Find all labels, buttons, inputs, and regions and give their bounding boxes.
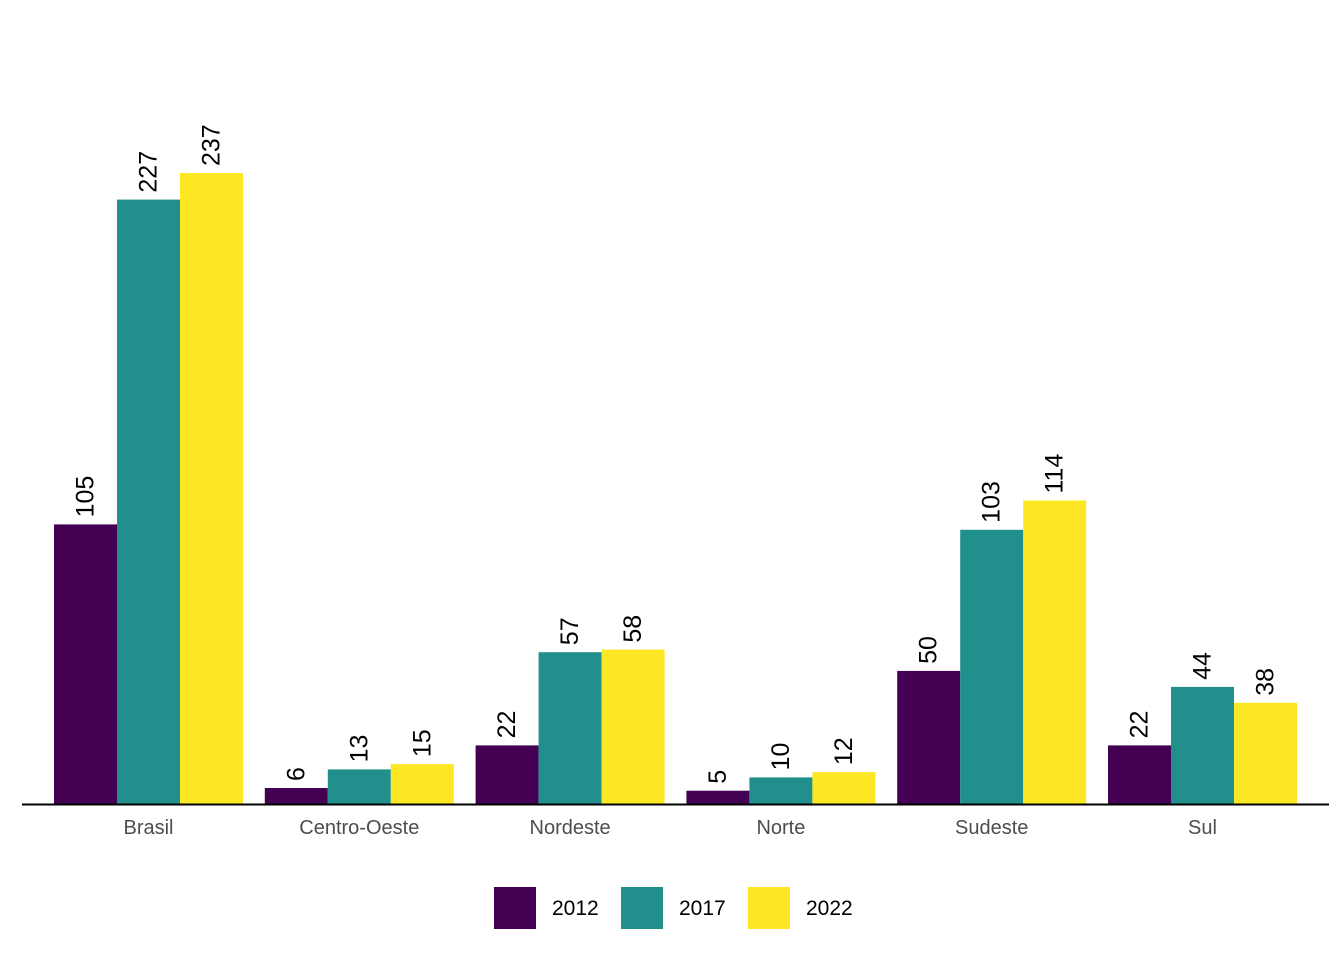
- x-tick-labels-group: Brasil Centro-Oeste Nordeste Norte Sudeste Su…: [123, 817, 1216, 839]
- x-tick-label-brasil: Brasil: [123, 817, 173, 839]
- bar-sul-2017: [1171, 686, 1234, 804]
- legend-key-2017: [621, 887, 663, 929]
- legend-label-2012: 2012: [552, 897, 599, 920]
- bar-sudeste-2012: [897, 670, 961, 804]
- bar-brasil-2012: [54, 524, 117, 804]
- legend-label-2017: 2017: [679, 897, 726, 920]
- legend-key-2012: [494, 887, 536, 929]
- value-label-sudeste-2012: 50: [915, 636, 943, 664]
- value-label-centro-oeste-2022: 15: [408, 729, 436, 757]
- value-label-brasil-2017: 227: [135, 151, 163, 193]
- x-tick-label-sudeste: Sudeste: [955, 817, 1028, 839]
- bar-norte-2012: [686, 790, 750, 804]
- legend-label-2022: 2022: [806, 897, 853, 920]
- bar-sudeste-2017: [960, 529, 1024, 804]
- legend: 2012 2017 2022: [494, 887, 853, 929]
- bar-sudeste-2022: [1023, 500, 1087, 804]
- value-label-norte-2022: 12: [830, 737, 858, 765]
- legend-key-2022: [748, 887, 790, 929]
- value-label-nordeste-2012: 22: [493, 711, 521, 739]
- bar-nordeste-2017: [538, 652, 602, 804]
- bar-centro-oeste-2022: [390, 764, 454, 804]
- bar-sul-2022: [1234, 702, 1297, 804]
- x-tick-label-nordeste: Nordeste: [530, 817, 611, 839]
- x-tick-label-norte: Norte: [756, 817, 805, 839]
- value-label-sudeste-2017: 103: [978, 481, 1006, 523]
- bars-group: [54, 173, 1297, 805]
- value-label-sul-2022: 38: [1252, 668, 1280, 696]
- value-label-brasil-2022: 237: [198, 124, 226, 166]
- value-label-sudeste-2022: 114: [1041, 454, 1069, 494]
- value-label-centro-oeste-2017: 13: [345, 735, 373, 763]
- value-label-sul-2017: 44: [1189, 652, 1217, 680]
- value-label-norte-2012: 5: [704, 770, 732, 784]
- bar-norte-2022: [812, 772, 876, 804]
- bar-norte-2017: [749, 777, 813, 804]
- bar-centro-oeste-2017: [327, 769, 391, 804]
- bar-nordeste-2022: [601, 649, 665, 804]
- value-label-brasil-2012: 105: [72, 476, 100, 518]
- bar-nordeste-2012: [475, 745, 539, 804]
- x-tick-label-centro-oeste: Centro-Oeste: [299, 817, 419, 839]
- value-label-centro-oeste-2012: 6: [282, 767, 310, 781]
- value-label-sul-2012: 22: [1126, 711, 1154, 739]
- x-tick-label-sul: Sul: [1188, 817, 1217, 839]
- value-labels-group: 105 227 237 6 13 15 22 57 58 5 10 12 50 103 114 22 44 38: [72, 124, 1280, 783]
- bar-sul-2012: [1108, 745, 1171, 804]
- bar-centro-oeste-2012: [264, 788, 328, 804]
- bar-brasil-2017: [117, 199, 180, 805]
- value-label-nordeste-2022: 58: [619, 615, 647, 643]
- value-label-norte-2017: 10: [767, 743, 795, 771]
- bar-brasil-2022: [180, 173, 243, 804]
- value-label-nordeste-2017: 57: [556, 617, 584, 645]
